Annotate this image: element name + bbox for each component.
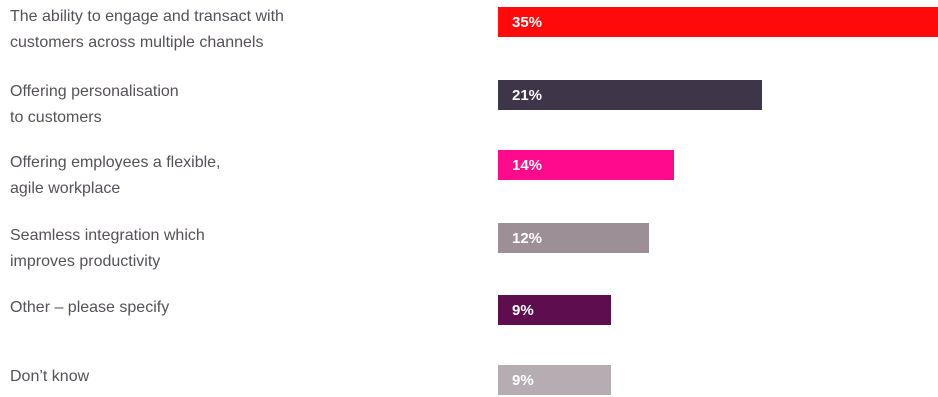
category-label: Offering personalisation to customers	[10, 79, 450, 131]
category-label: The ability to engage and transact with c…	[10, 4, 450, 56]
bar: 35%	[498, 7, 938, 37]
bar-value-label: 21%	[512, 87, 543, 104]
category-label-line: Other – please specify	[10, 299, 170, 316]
bar-value-label: 14%	[512, 157, 543, 174]
bar-value-label: 12%	[512, 230, 543, 247]
bar: 9%	[498, 295, 611, 325]
bar: 14%	[498, 150, 674, 180]
bar-value-label: 35%	[512, 14, 543, 31]
category-label-line: The ability to engage and transact with	[10, 8, 284, 25]
category-label-line: to customers	[10, 109, 102, 126]
category-label: Other – please specify	[10, 295, 450, 321]
category-label-line: agile workplace	[10, 180, 121, 197]
category-label-line: customers across multiple channels	[10, 34, 264, 51]
category-label-line: Seamless integration which	[10, 227, 205, 244]
category-label-line: Offering personalisation	[10, 83, 179, 100]
category-label-line: improves productivity	[10, 253, 161, 270]
bar: 12%	[498, 223, 649, 253]
bar: 21%	[498, 80, 762, 110]
category-label: Don’t know	[10, 364, 450, 390]
category-label: Offering employees a flexible, agile work…	[10, 150, 450, 202]
category-label: Seamless integration which improves produ…	[10, 223, 450, 275]
bar-value-label: 9%	[512, 372, 534, 389]
bar: 9%	[498, 365, 611, 395]
category-label-line: Offering employees a flexible,	[10, 154, 221, 171]
bar-value-label: 9%	[512, 302, 534, 319]
category-label-line: Don’t know	[10, 368, 90, 385]
